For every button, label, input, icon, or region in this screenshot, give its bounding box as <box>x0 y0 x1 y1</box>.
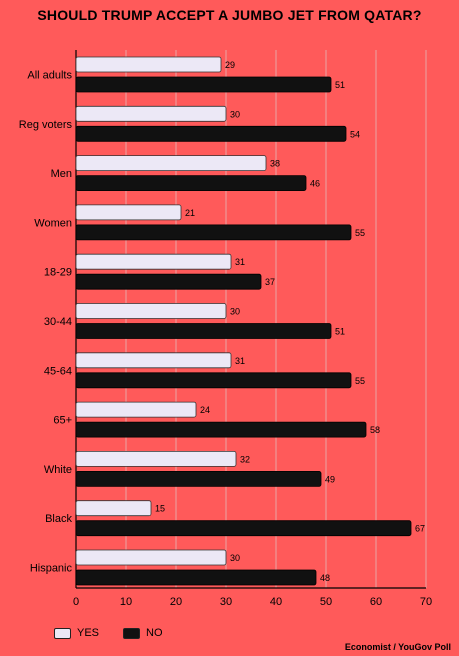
category-label: Women <box>34 217 72 229</box>
chart-title: SHOULD TRUMP ACCEPT A JUMBO JET FROM QAT… <box>37 7 422 23</box>
data-label-no: 58 <box>370 425 380 435</box>
data-label-no: 46 <box>310 179 320 189</box>
bar-yes <box>75 401 197 418</box>
legend-item-no: NO <box>123 627 163 639</box>
data-label-yes: 31 <box>235 257 245 267</box>
bar-yes <box>75 56 222 73</box>
legend-swatch-yes <box>54 627 71 639</box>
bar-yes <box>75 253 232 270</box>
category-label: 45-64 <box>44 365 72 377</box>
data-label-yes: 24 <box>200 405 210 415</box>
data-label-yes: 30 <box>230 553 240 563</box>
x-tick-label: 0 <box>73 596 79 608</box>
x-tick-label: 10 <box>120 596 132 608</box>
bar-no <box>75 421 367 438</box>
data-label-yes: 30 <box>230 307 240 317</box>
data-label-no: 55 <box>355 228 365 238</box>
bar-yes <box>75 352 232 369</box>
data-label-yes: 30 <box>230 109 240 119</box>
bar-yes <box>75 155 267 172</box>
bar-no <box>75 175 307 192</box>
bar-no <box>75 76 332 93</box>
data-label-yes: 29 <box>225 60 235 70</box>
legend: YES NO <box>54 627 187 639</box>
legend-label-no: NO <box>146 627 163 639</box>
legend-swatch-no <box>123 627 141 639</box>
x-tick-label: 40 <box>270 596 282 608</box>
category-label: Men <box>51 168 72 180</box>
x-tick-label: 60 <box>370 596 382 608</box>
category-label: White <box>44 464 72 476</box>
data-label-no: 51 <box>335 80 345 90</box>
data-label-yes: 21 <box>185 208 195 218</box>
bar-no <box>75 125 347 142</box>
category-label: Reg voters <box>19 119 73 131</box>
bar-no <box>75 470 322 487</box>
bar-yes <box>75 549 227 566</box>
data-label-no: 54 <box>350 129 360 139</box>
category-label: Hispanic <box>30 563 73 575</box>
bar-no <box>75 520 412 537</box>
category-label: All adults <box>27 70 72 82</box>
source-credit: Economist / YouGov Poll <box>344 642 451 652</box>
legend-label-yes: YES <box>77 627 100 639</box>
bar-no <box>75 372 352 389</box>
bar-yes <box>75 204 182 221</box>
x-tick-label: 30 <box>220 596 232 608</box>
data-label-yes: 31 <box>235 356 245 366</box>
bar-no <box>75 569 317 586</box>
data-label-no: 55 <box>355 376 365 386</box>
bar-no <box>75 224 352 241</box>
legend-item-yes: YES <box>54 627 99 639</box>
data-label-no: 37 <box>265 277 275 287</box>
data-label-no: 49 <box>325 474 335 484</box>
data-label-yes: 38 <box>270 159 280 169</box>
bar-yes <box>75 105 227 122</box>
x-tick-label: 50 <box>320 596 332 608</box>
data-label-yes: 32 <box>240 454 250 464</box>
category-label: 30-44 <box>44 316 72 328</box>
data-label-yes: 15 <box>155 504 165 514</box>
x-tick-label: 70 <box>420 596 432 608</box>
data-label-no: 48 <box>320 573 330 583</box>
bar-yes <box>75 303 227 319</box>
category-label: 18-29 <box>44 267 72 279</box>
data-label-no: 51 <box>335 327 345 337</box>
bar-no <box>75 323 332 339</box>
x-tick-label: 20 <box>170 596 182 608</box>
data-label-no: 67 <box>415 524 425 534</box>
bar-yes <box>75 500 152 517</box>
category-label: Black <box>45 513 72 525</box>
bar-no <box>75 273 262 290</box>
bar-yes <box>75 450 237 467</box>
category-label: 65+ <box>53 415 72 427</box>
